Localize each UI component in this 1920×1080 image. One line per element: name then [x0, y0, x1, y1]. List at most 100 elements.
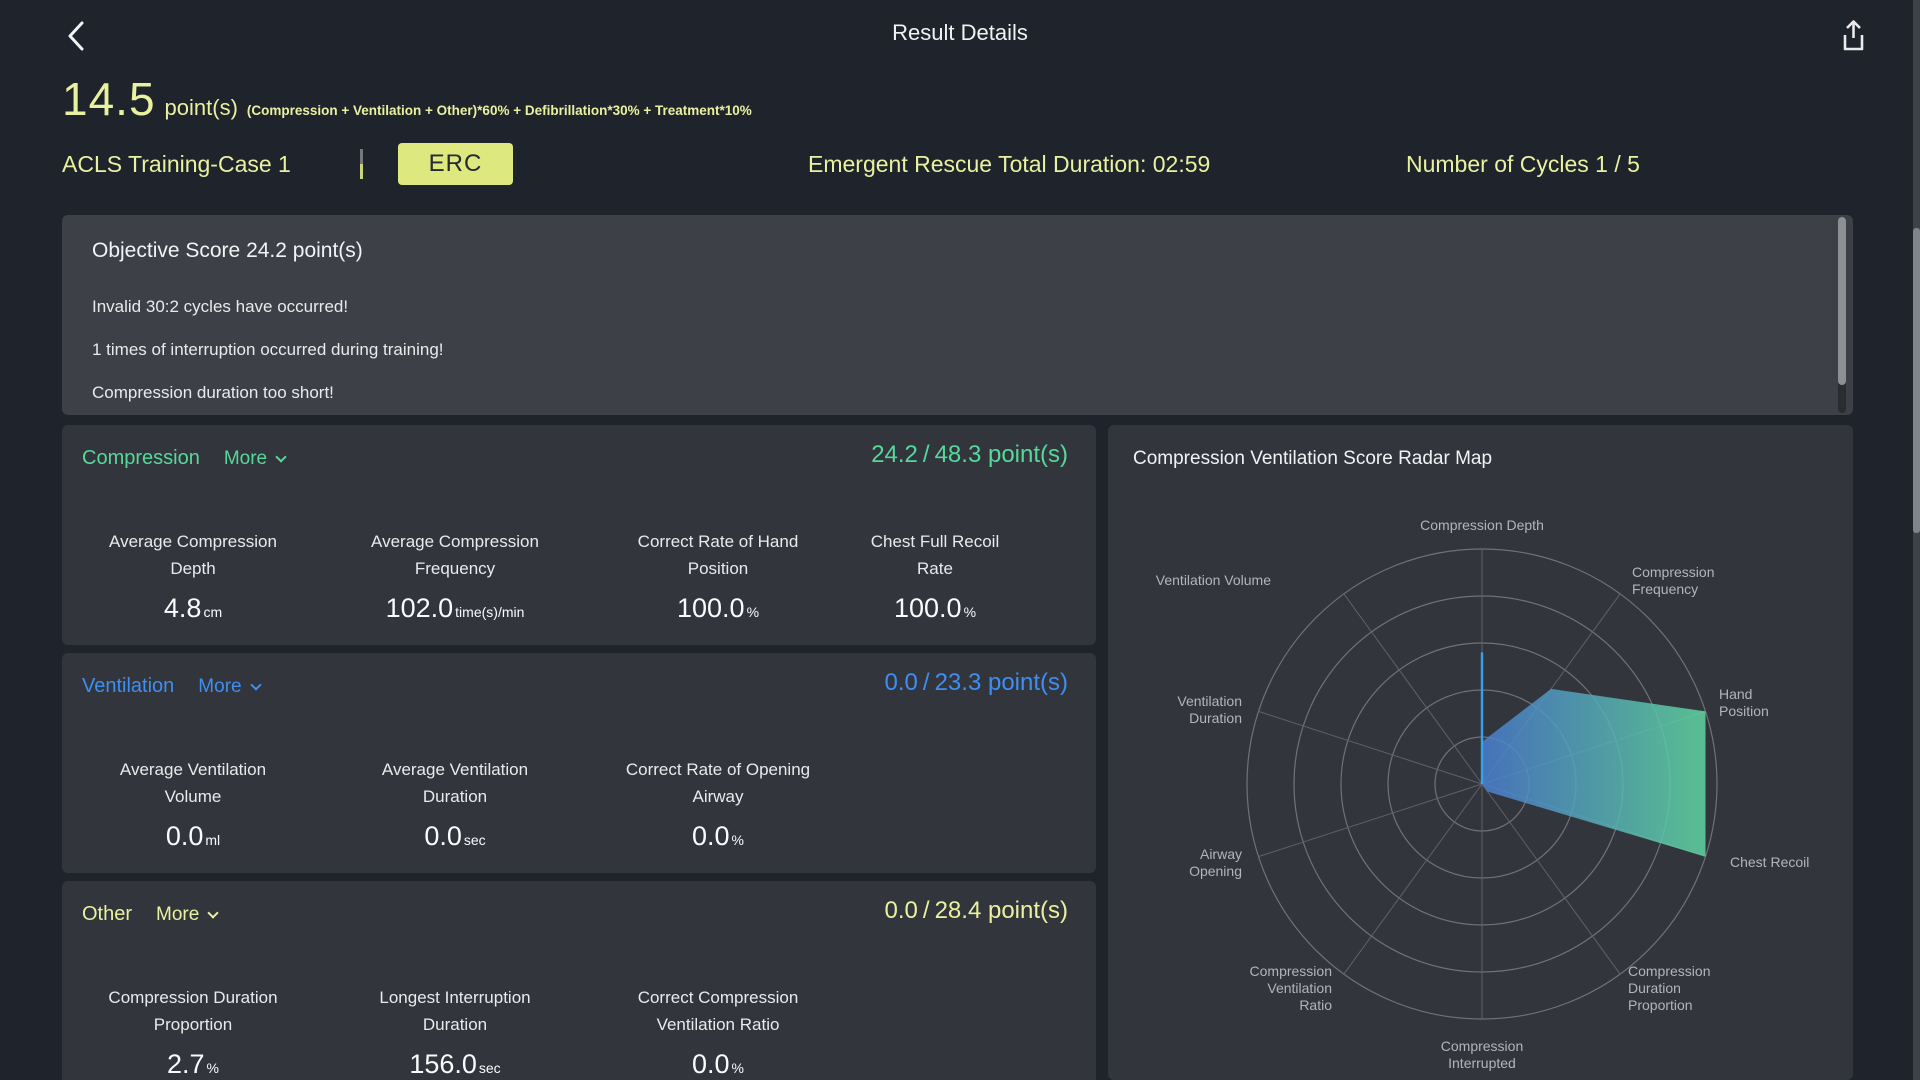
more-button[interactable]: More	[198, 676, 262, 697]
metric-value: 4.8 cm	[163, 593, 223, 623]
score-earned: 0.0	[884, 669, 918, 696]
cycles-count: Number of Cycles 1 / 5	[1406, 151, 1640, 177]
score-earned: 24.2	[871, 441, 918, 468]
case-name: ACLS Training-Case 1	[62, 151, 291, 177]
metric: Average Compression Depth 4.8 cm	[63, 528, 323, 624]
metric: Compression Duration Proportion 2.7%	[63, 984, 323, 1080]
page-scrollbar[interactable]	[1913, 0, 1920, 1080]
rescue-duration: Emergent Rescue Total Duration: 02:59	[808, 151, 1211, 177]
case-info-row: ACLS Training-Case 1 ERC Emergent Rescue…	[0, 142, 1920, 186]
metric: Average Ventilation Duration 0.0 sec	[325, 756, 585, 852]
score-unit: point(s)	[987, 897, 1068, 924]
back-button[interactable]	[58, 16, 98, 56]
metric-label: Chest Full Recoil Rate	[870, 532, 1000, 578]
objective-scrollbar[interactable]	[1838, 217, 1846, 413]
total-score-value: 14.5	[62, 73, 156, 125]
radar-axis-label: Chest Recoil	[1730, 854, 1810, 870]
metric-value: 102.0 time(s)/min	[385, 593, 525, 623]
share-button[interactable]	[1832, 16, 1874, 58]
export-icon	[1843, 20, 1864, 51]
section-title: Compression	[82, 447, 200, 469]
page-scrollbar-thumb[interactable]	[1913, 228, 1920, 533]
section-score: 0.0/28.4 point(s)	[885, 897, 1068, 925]
radar-chart	[1246, 548, 1718, 1020]
metric-label: Correct Rate of Hand Position	[637, 532, 799, 578]
compression-card-header: Compression More	[82, 447, 287, 470]
metric-value: 2.7%	[167, 1049, 219, 1079]
metric-value: 100.0%	[676, 593, 760, 623]
chevron-down-icon	[275, 451, 287, 463]
metric-label: Compression Duration Proportion	[108, 988, 278, 1034]
score-divider: /	[922, 441, 930, 468]
radar-axis-label: Ventilation Volume	[1155, 572, 1271, 588]
metric-label: Average Compression Depth	[109, 532, 277, 578]
score-total: 23.3	[934, 669, 982, 696]
metric-value: 156.0 sec	[409, 1049, 501, 1079]
total-score-unit: point(s)	[164, 95, 238, 120]
objective-scrollbar-thumb[interactable]	[1838, 217, 1846, 385]
metric: Longest Interruption Duration 156.0 sec	[325, 984, 585, 1080]
score-earned: 0.0	[884, 897, 918, 924]
objective-score-panel: Objective Score 24.2 point(s) Invalid 30…	[62, 215, 1853, 415]
total-score-row: 14.5 point(s) (Compression + Ventilation…	[62, 72, 752, 126]
top-bar: Result Details	[0, 0, 1920, 66]
score-divider: /	[922, 669, 930, 696]
more-button[interactable]: More	[156, 904, 219, 925]
radar-axis-label: Compression Frequency	[1632, 564, 1715, 597]
metric-value: 0.0 ml	[165, 821, 221, 851]
metric: Correct Rate of Hand Position 100.0%	[588, 528, 848, 624]
metric-value: 100.0%	[893, 593, 977, 623]
radar-axis-label: Ventilation Duration	[1177, 693, 1242, 726]
score-total: 28.4	[934, 897, 982, 924]
more-label: More	[198, 676, 242, 697]
score-formula: (Compression + Ventilation + Other)*60% …	[246, 103, 752, 118]
radar-axis-label: Compression Interrupted	[1440, 1038, 1524, 1071]
metric: Correct Compression Ventilation Ratio 0.…	[588, 984, 848, 1080]
radar-axis-label: Compression Ventilation Ratio	[1249, 963, 1332, 1013]
more-label: More	[156, 904, 200, 925]
score-total: 48.3	[934, 441, 982, 468]
ventilation-card-header: Ventilation More	[82, 675, 262, 698]
metric-label: Correct Compression Ventilation Ratio	[637, 988, 799, 1034]
vertical-divider	[360, 149, 363, 179]
score-divider: /	[922, 897, 930, 924]
radar-title: Compression Ventilation Score Radar Map	[1133, 448, 1493, 469]
metric: Average Ventilation Volume 0.0 ml	[63, 756, 323, 852]
radar-panel: Compression Ventilation Score Radar Map …	[1108, 425, 1853, 1080]
section-title: Other	[82, 903, 133, 925]
radar-axis-label: Hand Position	[1719, 686, 1769, 719]
metric-label: Average Ventilation Duration	[381, 760, 529, 806]
chevron-down-icon	[207, 907, 219, 919]
ventilation-card: Ventilation More 0.0/23.3 point(s) Averag…	[62, 653, 1096, 873]
score-unit: point(s)	[987, 669, 1068, 696]
other-card: Other More 0.0/28.4 point(s) Compression …	[62, 881, 1096, 1080]
radar-axis-label: Airway Opening	[1189, 846, 1242, 879]
objective-message: 1 times of interruption occurred during …	[92, 340, 444, 359]
chevron-left-icon	[68, 21, 84, 51]
compression-card: Compression More 24.2/48.3 point(s) Avera…	[62, 425, 1096, 645]
page-title: Result Details	[892, 20, 1028, 45]
metric-value: 0.0 sec	[424, 821, 486, 851]
objective-message: Invalid 30:2 cycles have occurred!	[92, 297, 349, 316]
metric-value: 0.0%	[692, 821, 744, 851]
section-score: 0.0/23.3 point(s)	[885, 669, 1068, 697]
score-unit: point(s)	[987, 441, 1068, 468]
chevron-down-icon	[249, 679, 262, 691]
protocol-badge: ERC	[398, 143, 513, 185]
radar-axis-label: Compression Depth	[1420, 517, 1544, 533]
metric-value: 0.0%	[692, 1049, 744, 1079]
radar-axis-label: Compression Duration Proportion	[1628, 963, 1711, 1013]
more-button[interactable]: More	[223, 448, 287, 469]
metric: Average Compression Frequency 102.0 time(…	[325, 528, 585, 624]
section-score: 24.2/48.3 point(s)	[871, 441, 1068, 469]
metric-label: Correct Rate of Opening Airway	[625, 760, 811, 806]
metric: Chest Full Recoil Rate 100.0%	[805, 528, 1065, 624]
metric-label: Average Compression Frequency	[371, 532, 539, 578]
section-title: Ventilation	[82, 675, 175, 697]
more-label: More	[223, 448, 268, 469]
objective-score-title: Objective Score 24.2 point(s)	[92, 239, 363, 262]
metric-label: Longest Interruption Duration	[379, 988, 531, 1034]
metric: Correct Rate of Opening Airway 0.0%	[588, 756, 848, 852]
other-card-header: Other More	[82, 903, 219, 926]
